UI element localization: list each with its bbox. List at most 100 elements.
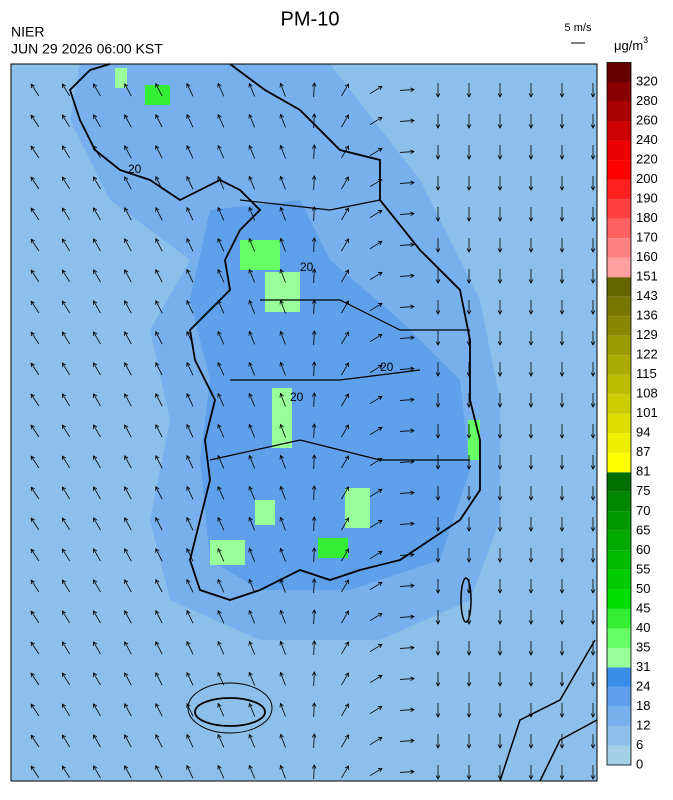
wind-arrow [559, 300, 565, 315]
wind-arrow [559, 269, 565, 284]
wind-arrow [248, 113, 256, 128]
wind-arrow [248, 237, 256, 252]
wind-arrow [369, 147, 383, 157]
wind-arrow [369, 736, 383, 746]
wind-arrow [279, 578, 286, 593]
wind-arrow [311, 516, 317, 532]
wind-arrow [369, 333, 383, 343]
wind-arrow [528, 424, 534, 439]
wind-arrow [399, 769, 415, 775]
wind-arrow [155, 486, 163, 500]
wind-arrow [590, 703, 596, 718]
wind-arrow [311, 733, 317, 749]
agency: NIER [11, 24, 44, 40]
wind-arrow [341, 145, 349, 159]
wind-arrow [279, 702, 286, 717]
colorbar-segment [607, 608, 631, 629]
colorbar-segment [607, 511, 631, 531]
colorbar-segment [607, 335, 631, 356]
wind-arrow [217, 113, 225, 128]
wind-arrow [248, 392, 256, 407]
colorbar-label: 129 [636, 327, 658, 342]
wind-arrow [30, 83, 40, 97]
wind-arrow [61, 207, 71, 221]
wind-arrow [399, 366, 415, 372]
wind-arrow [124, 331, 132, 345]
wind-arrow [279, 144, 286, 159]
wind-arrow [186, 206, 194, 221]
wind-arrow [30, 486, 40, 500]
wind-arrow [435, 393, 441, 408]
wind-arrow [435, 300, 441, 315]
wind-arrow [369, 240, 383, 250]
wind-arrow [466, 672, 472, 687]
colorbar-label: 240 [636, 132, 658, 147]
wind-arrow [61, 331, 71, 345]
wind-arrow [311, 206, 317, 222]
contour-label: 20 [290, 390, 304, 404]
wind-arrow [590, 455, 596, 470]
wind-arrow [590, 610, 596, 625]
contour [187, 682, 273, 734]
colorbar-segment [607, 530, 631, 551]
wind-arrow [186, 361, 194, 376]
wind-arrow [590, 331, 596, 346]
wind-arrow [435, 269, 441, 284]
wind-arrow [155, 548, 163, 562]
colorbar-label: 65 [636, 522, 650, 537]
wind-arrow [155, 269, 163, 283]
wind-arrow [497, 114, 503, 129]
wind-arrow [311, 299, 317, 315]
wind-arrow [311, 547, 317, 563]
wind-arrow [311, 268, 317, 284]
wind-arrow [124, 176, 132, 190]
wind-arrow [369, 209, 383, 219]
colorbar: 0 6 12 18 24 31 35 40 45 50 55 60 65 70 75 81 87 94 101 108… [606, 62, 658, 771]
wind-arrow [341, 83, 349, 97]
wind-arrow [528, 579, 534, 594]
colorbar-label: 320 [636, 73, 658, 88]
wind-arrow [369, 364, 383, 374]
wind-arrow [248, 144, 256, 159]
colorbar-segment [607, 277, 631, 297]
wind-arrow [186, 454, 194, 469]
wind-arrow [559, 517, 565, 532]
wind-arrow [61, 362, 71, 376]
wind-arrow [93, 269, 101, 283]
wind-arrow [279, 454, 286, 469]
wind-arrow [528, 765, 534, 780]
wind-arrow [528, 300, 534, 315]
wind-arrow [466, 765, 472, 780]
wind-arrow [341, 703, 349, 717]
map-frame [10, 63, 598, 782]
wind-arrow [30, 455, 40, 469]
wind-arrow [93, 83, 101, 97]
wind-arrow [369, 457, 383, 467]
wind-arrow [369, 674, 383, 684]
wind-arrow [466, 548, 472, 563]
colorbar-label: 160 [636, 249, 658, 264]
colorbar-segment [607, 179, 631, 200]
colorbar-label: 0 [636, 756, 643, 771]
colorbar-segment [607, 160, 631, 180]
wind-arrow [466, 145, 472, 160]
wind-arrow [155, 176, 163, 190]
wind-arrow [248, 516, 256, 531]
wind-arrow [528, 269, 534, 284]
wind-arrow [30, 207, 40, 221]
wind-arrow [559, 176, 565, 191]
wind-arrow [369, 426, 383, 436]
wind-arrow [399, 242, 415, 248]
wind-arrow [30, 424, 40, 438]
wind-arrow [341, 455, 349, 469]
wind-arrow [399, 211, 415, 217]
wind-arrow [124, 486, 132, 500]
unit-sup: 3 [643, 35, 648, 45]
wind-arrow [528, 672, 534, 687]
wind-arrow [435, 765, 441, 780]
wind-arrow [93, 486, 101, 500]
wind-arrow [248, 609, 256, 624]
wind-field [30, 82, 596, 780]
wind-arrow [217, 330, 225, 345]
wind-arrow [466, 362, 472, 377]
